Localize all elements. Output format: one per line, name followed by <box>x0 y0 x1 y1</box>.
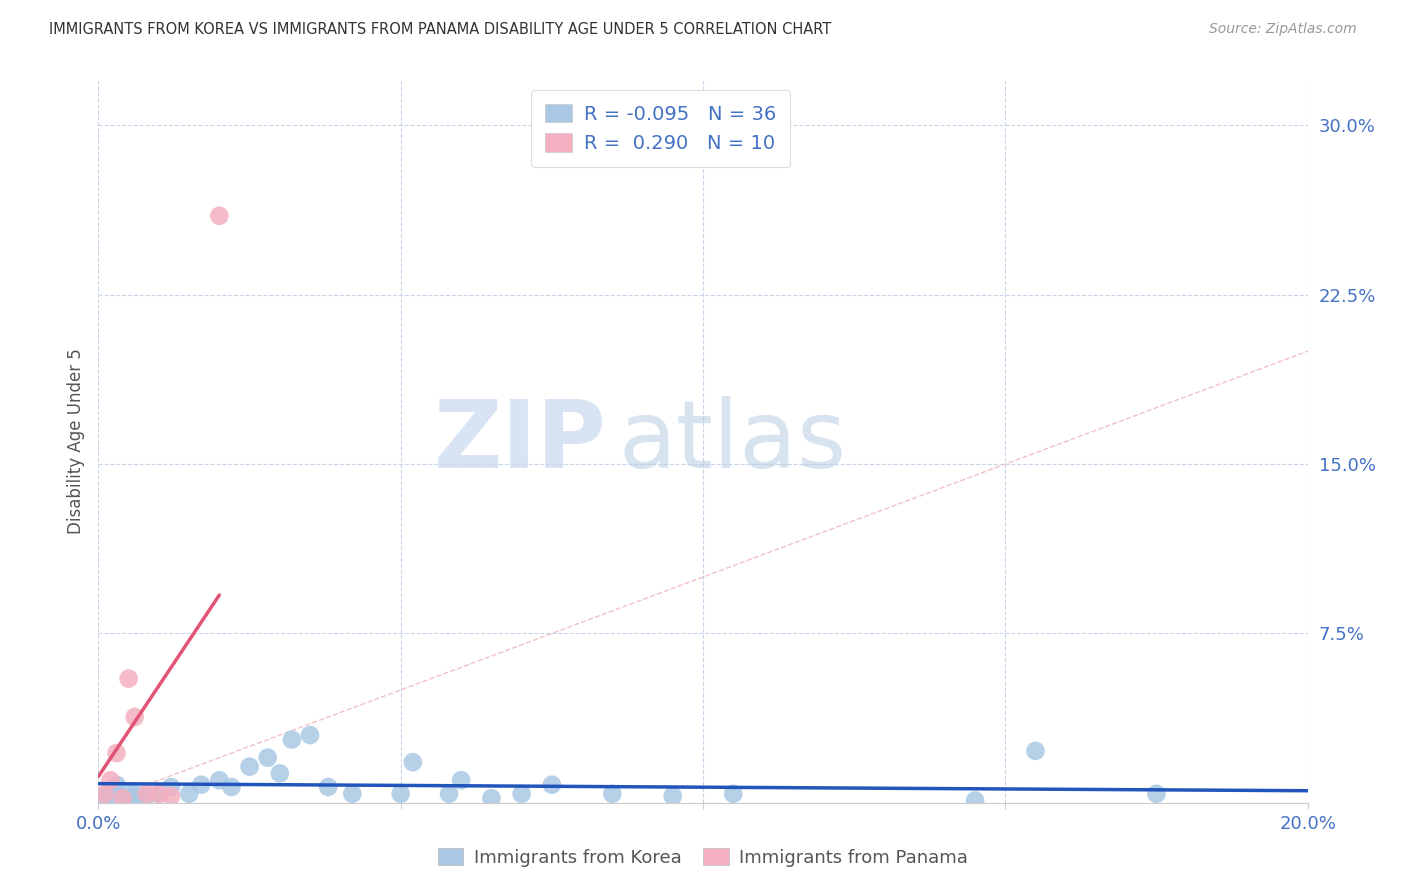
Point <box>135 787 157 801</box>
Point <box>118 672 141 686</box>
Point <box>93 787 115 801</box>
Y-axis label: Disability Age Under 5: Disability Age Under 5 <box>66 349 84 534</box>
Point <box>221 780 243 794</box>
Point <box>135 789 157 803</box>
Point <box>160 780 183 794</box>
Point <box>1144 787 1167 801</box>
Point <box>281 732 304 747</box>
Point <box>190 778 212 792</box>
Legend: R = -0.095   N = 36, R =  0.290   N = 10: R = -0.095 N = 36, R = 0.290 N = 10 <box>531 90 790 167</box>
Point <box>208 209 231 223</box>
Point <box>965 793 987 807</box>
Point <box>450 773 472 788</box>
Point <box>481 791 503 805</box>
Point <box>129 791 152 805</box>
Point <box>1024 744 1046 758</box>
Point <box>124 710 146 724</box>
Point <box>239 760 262 774</box>
Point <box>402 755 425 769</box>
Legend: Immigrants from Korea, Immigrants from Panama: Immigrants from Korea, Immigrants from P… <box>430 841 976 874</box>
Point <box>510 787 533 801</box>
Point <box>179 787 201 801</box>
Point <box>100 789 122 803</box>
Point <box>723 787 745 801</box>
Point <box>342 787 364 801</box>
Point <box>299 728 322 742</box>
Point <box>100 773 122 788</box>
Point <box>389 787 412 801</box>
Point <box>105 784 128 798</box>
Point <box>111 791 134 805</box>
Point <box>148 787 170 801</box>
Point <box>437 787 460 801</box>
Point <box>93 789 115 803</box>
Point <box>118 796 141 810</box>
Point <box>111 791 134 805</box>
Point <box>256 750 278 764</box>
Point <box>118 787 141 801</box>
Point <box>148 787 170 801</box>
Text: atlas: atlas <box>619 395 846 488</box>
Point <box>661 789 683 803</box>
Point <box>269 766 291 780</box>
Point <box>602 787 624 801</box>
Point <box>105 778 128 792</box>
Text: IMMIGRANTS FROM KOREA VS IMMIGRANTS FROM PANAMA DISABILITY AGE UNDER 5 CORRELATI: IMMIGRANTS FROM KOREA VS IMMIGRANTS FROM… <box>49 22 831 37</box>
Text: ZIP: ZIP <box>433 395 606 488</box>
Point <box>540 778 562 792</box>
Point <box>105 746 128 760</box>
Point <box>160 789 183 803</box>
Point <box>316 780 339 794</box>
Point <box>124 787 146 801</box>
Point <box>208 773 231 788</box>
Text: Source: ZipAtlas.com: Source: ZipAtlas.com <box>1209 22 1357 37</box>
